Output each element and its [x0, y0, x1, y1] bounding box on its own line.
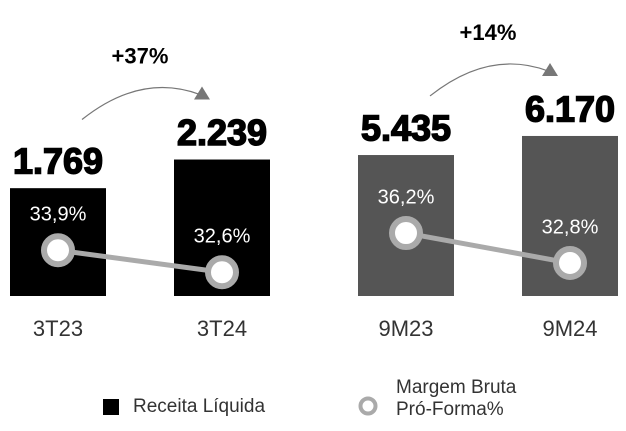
growth-annotation: +37%: [112, 43, 169, 68]
arrow-head: [542, 62, 558, 76]
margin-line: [57, 247, 223, 275]
x-tick-label: 9M23: [378, 316, 433, 341]
x-tick-label: 3T23: [33, 316, 83, 341]
x-tick-label: 3T24: [197, 316, 247, 341]
margin-label: 33,9%: [30, 204, 87, 226]
x-tick-label: 9M24: [542, 316, 597, 341]
arrow-head: [194, 86, 210, 100]
legend-swatch: [358, 396, 378, 416]
value-label: 2.239: [177, 112, 267, 153]
growth-arrow: [81, 86, 201, 120]
margin-label: 32,6%: [194, 226, 251, 248]
margin-marker: [553, 246, 587, 281]
value-label: 1.769: [13, 141, 103, 182]
margin-marker: [41, 233, 75, 268]
margin-marker: [389, 216, 423, 251]
margin-label: 32,8%: [542, 216, 599, 238]
growth-annotation: +14%: [460, 20, 517, 45]
value-label: 5.435: [361, 108, 451, 149]
growth-arrow: [429, 63, 549, 97]
legend-swatch: [103, 399, 119, 415]
margin-line: [405, 230, 571, 266]
margin-label: 36,2%: [378, 186, 435, 208]
value-label: 6.170: [525, 88, 615, 129]
legend-label: Margem Bruta Pró-Forma%: [396, 377, 517, 420]
legend-label: Receita Líquida: [133, 396, 266, 417]
margin-marker: [205, 255, 239, 290]
